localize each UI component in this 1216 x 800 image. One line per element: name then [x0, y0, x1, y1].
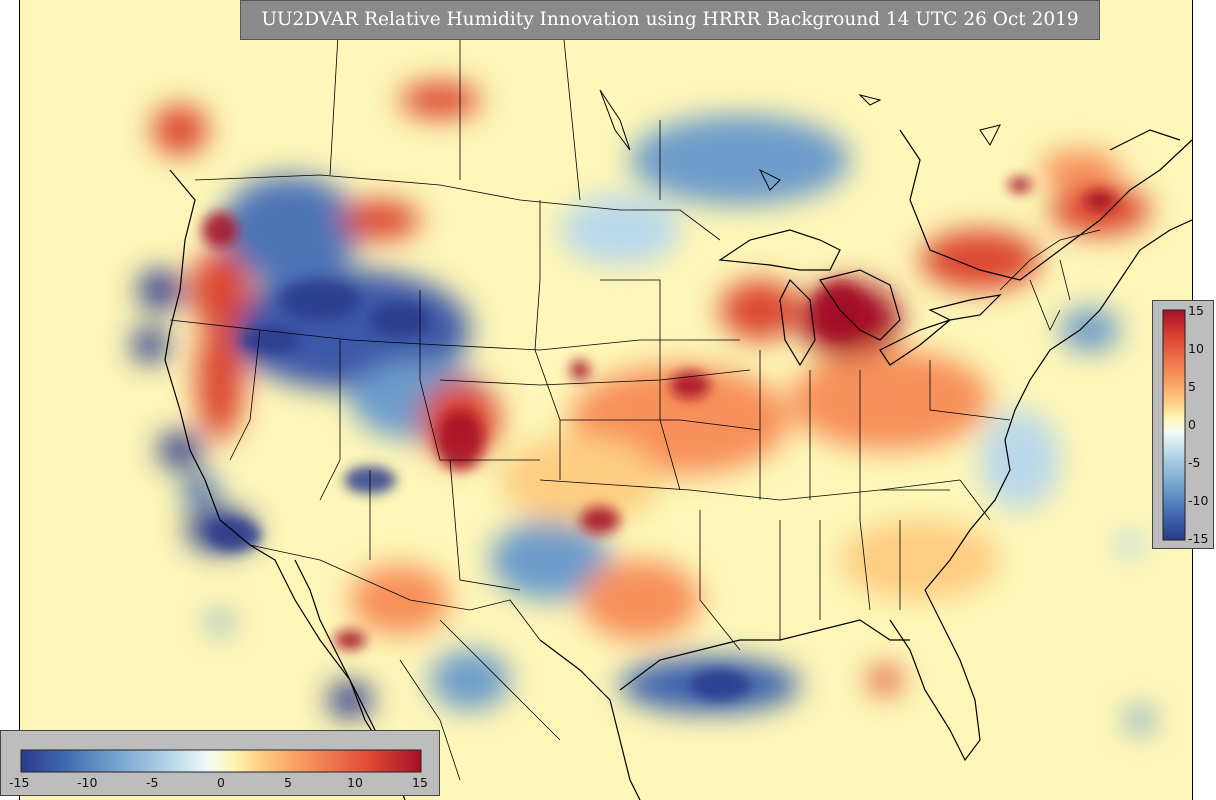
- colorbar-horizontal-svg: -15 -10 -5 0 5 10 15: [9, 749, 428, 790]
- cbh-tick-0: 0: [217, 775, 225, 790]
- cbv-tick-minus15: -15: [1188, 531, 1208, 546]
- cbh-tick-minus10: -10: [77, 775, 97, 790]
- anomaly-field: [132, 82, 1154, 732]
- coastlines: [164, 129, 1192, 800]
- cbh-tick-10: 10: [347, 775, 363, 790]
- cbv-tick-5: 5: [1188, 379, 1196, 394]
- anomaly-detail: [202, 177, 1116, 701]
- cbh-tick-5: 5: [284, 775, 292, 790]
- borders: [169, 0, 1101, 781]
- cbh-tick-minus15: -15: [9, 775, 29, 790]
- cbv-tick-10: 10: [1188, 341, 1204, 356]
- colorbar-vertical: 15 10 5 0 -5 -10 -15: [1152, 300, 1214, 549]
- cbh-tick-minus5: -5: [146, 775, 158, 790]
- cbh-tick-15: 15: [412, 775, 428, 790]
- cbv-tick-minus5: -5: [1188, 455, 1200, 470]
- canada-lakes: [599, 89, 1001, 191]
- cbv-tick-15: 15: [1188, 303, 1204, 318]
- colorbar-vertical-svg: 15 10 5 0 -5 -10 -15: [1162, 303, 1208, 546]
- map-canvas: [20, 0, 1192, 800]
- colorbar-horizontal: -15 -10 -5 0 5 10 15: [0, 730, 440, 796]
- cbv-tick-0: 0: [1188, 417, 1196, 432]
- colorbar-vertical-gradient: [1162, 309, 1186, 541]
- rh-innovation-map: [19, 0, 1193, 800]
- map-title: UU2DVAR Relative Humidity Innovation usi…: [240, 0, 1100, 40]
- colorbar-horizontal-gradient: [20, 749, 422, 773]
- cbv-tick-minus10: -10: [1188, 493, 1208, 508]
